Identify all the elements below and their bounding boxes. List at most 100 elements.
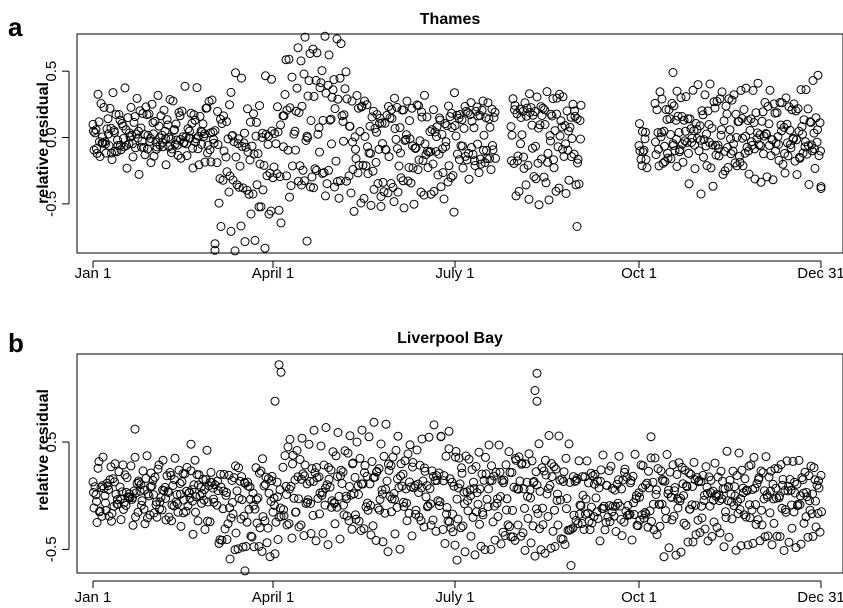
data-point-liverpool-bay-654 (582, 456, 592, 466)
data-point-thames-338 (346, 188, 356, 198)
data-point-liverpool-bay-831 (715, 528, 725, 538)
data-point-thames-145 (197, 140, 206, 149)
data-point-liverpool-bay-520 (481, 452, 490, 462)
data-point-thames-371 (371, 157, 381, 167)
data-point-thames-449 (429, 186, 439, 196)
data-point-liverpool-bay-488 (457, 463, 466, 473)
data-point-liverpool-bay-223 (256, 466, 266, 476)
data-point-thames-55 (129, 117, 139, 127)
data-point-liverpool-bay-725 (635, 515, 645, 525)
data-point-liverpool-bay-210 (246, 531, 256, 541)
data-point-thames-724 (714, 151, 724, 161)
data-point-liverpool-bay-386 (379, 451, 389, 461)
data-point-thames-772 (750, 174, 760, 184)
data-point-thames-857 (814, 151, 824, 161)
data-point-liverpool-bay-29 (110, 477, 119, 487)
data-point-thames-557 (525, 108, 535, 117)
data-point-liverpool-bay-57 (131, 512, 140, 522)
data-point-thames-369 (369, 184, 379, 194)
data-point-liverpool-bay-20 (103, 481, 113, 491)
data-point-thames-663 (669, 141, 678, 150)
data-point-thames-304 (320, 31, 330, 41)
data-point-thames-756 (738, 161, 748, 171)
data-point-liverpool-bay-401 (390, 529, 400, 539)
data-point-liverpool-bay-881 (753, 515, 763, 525)
data-point-liverpool-bay-865 (741, 512, 751, 522)
data-point-liverpool-bay-295 (311, 536, 321, 546)
data-point-thames-354 (358, 160, 368, 170)
data-point-thames-487 (458, 163, 468, 173)
data-point-thames-350 (355, 127, 365, 136)
data-point-liverpool-bay-380 (375, 505, 384, 515)
data-point-thames-777 (754, 140, 764, 150)
data-point-liverpool-bay-306 (319, 460, 329, 470)
data-point-liverpool-bay-486 (455, 479, 465, 489)
data-point-thames-595 (554, 183, 564, 193)
data-point-thames-586 (547, 111, 557, 121)
data-point-liverpool-bay-940 (797, 473, 807, 483)
data-point-thames-816 (783, 151, 793, 161)
data-point-thames-394 (388, 182, 398, 192)
data-point-liverpool-bay-838 (721, 507, 730, 517)
data-point-liverpool-bay-190 (231, 528, 241, 538)
data-point-liverpool-bay-72 (142, 451, 152, 461)
data-point-liverpool-bay-150 (200, 525, 210, 534)
data-point-thames-529 (490, 107, 500, 117)
data-point-thames-789 (763, 101, 773, 111)
data-point-liverpool-bay-886 (757, 505, 766, 515)
data-point-thames-70 (140, 150, 150, 160)
data-point-liverpool-bay-923 (784, 537, 794, 547)
data-point-thames-182 (226, 226, 236, 236)
data-point-thames-858 (815, 118, 825, 128)
data-point-thames-780 (756, 177, 766, 187)
data-point-thames-508 (474, 168, 484, 178)
data-point-liverpool-bay-167 (214, 538, 224, 548)
data-point-liverpool-bay-365 (363, 505, 373, 515)
data-point-thames-610 (565, 122, 575, 132)
data-point-liverpool-bay-756 (659, 552, 669, 562)
data-point-thames-429 (414, 155, 424, 165)
data-point-thames-332 (341, 67, 351, 77)
data-point-liverpool-bay-40 (118, 460, 128, 470)
data-point-thames-113 (173, 140, 182, 150)
data-point-liverpool-bay-262 (286, 481, 296, 491)
data-point-liverpool-bay-317 (327, 496, 337, 506)
data-point-thames-300 (317, 66, 327, 76)
data-point-thames-473 (447, 123, 457, 133)
data-point-liverpool-bay-914 (778, 480, 787, 490)
data-point-liverpool-bay-895 (763, 531, 773, 541)
data-point-thames-98 (161, 160, 171, 170)
data-point-thames-621 (573, 154, 583, 164)
data-point-thames-846 (806, 117, 816, 127)
data-point-thames-698 (695, 121, 705, 131)
data-point-liverpool-bay-447 (425, 484, 435, 494)
data-point-liverpool-bay-176 (221, 490, 231, 500)
data-point-thames-156 (205, 145, 215, 155)
data-point-thames-653 (661, 105, 671, 114)
data-point-thames-142 (194, 160, 204, 170)
data-point-thames-234 (265, 168, 275, 178)
data-point-liverpool-bay-132 (187, 485, 197, 495)
data-point-liverpool-bay-854 (733, 496, 742, 506)
data-point-thames-109 (170, 125, 179, 135)
data-point-liverpool-bay-824 (710, 458, 720, 468)
data-point-liverpool-bay-787 (682, 482, 692, 492)
data-point-thames-835 (798, 129, 807, 139)
data-point-thames-658 (665, 114, 675, 124)
data-point-thames-742 (728, 146, 738, 156)
data-point-thames-227 (260, 243, 270, 253)
data-point-liverpool-bay-220 (254, 542, 264, 551)
data-point-thames-576 (540, 105, 549, 115)
data-point-thames-575 (539, 172, 549, 182)
data-point-thames-820 (786, 143, 796, 153)
data-point-thames-744 (729, 90, 739, 100)
data-point-thames-179 (224, 187, 234, 197)
data-point-liverpool-bay-354 (355, 453, 365, 463)
data-point-liverpool-bay-691 (610, 485, 620, 495)
data-point-liverpool-bay-949 (804, 471, 814, 481)
data-point-thames-62 (134, 169, 144, 179)
data-point-thames-161 (209, 134, 218, 144)
data-point-thames-676 (678, 157, 688, 167)
data-point-liverpool-bay-46 (122, 473, 132, 483)
data-point-liverpool-bay-483 (453, 514, 463, 524)
